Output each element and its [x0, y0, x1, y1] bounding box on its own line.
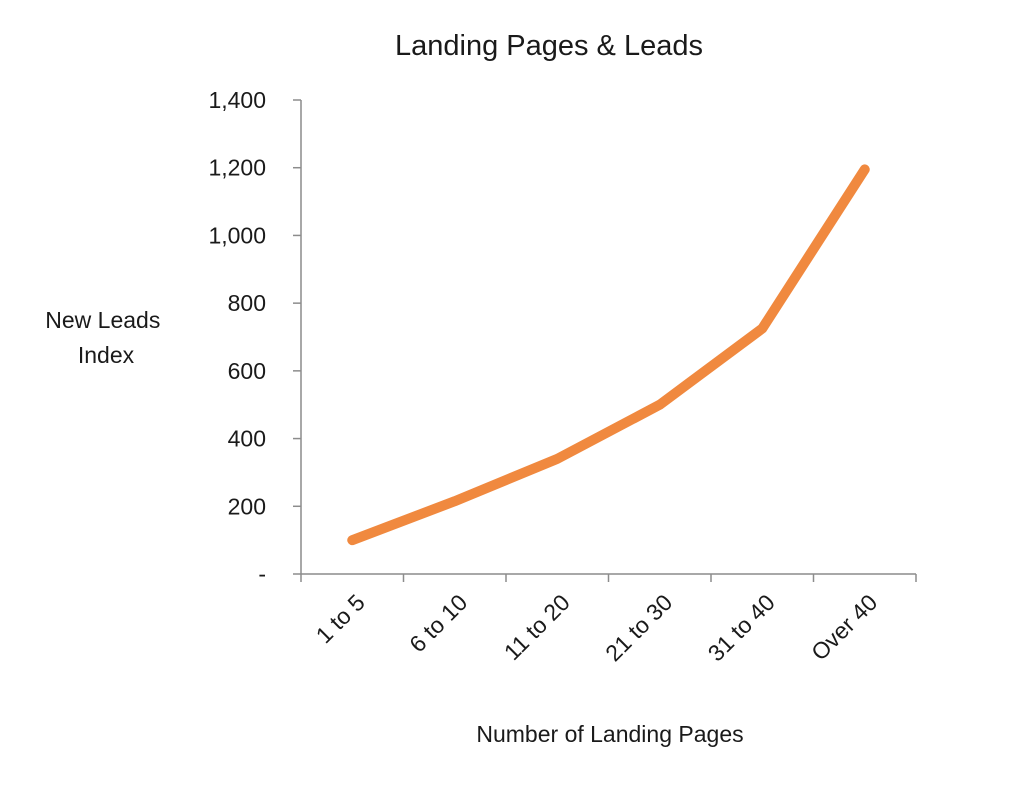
y-tick-label: 1,200 — [208, 155, 266, 181]
series-layer — [352, 169, 865, 540]
y-tick-label: 200 — [228, 493, 266, 519]
y-axis-label-line-1: New Leads — [45, 307, 160, 333]
y-axis-label: New Leads Index — [45, 307, 166, 368]
y-tick-label: - — [258, 561, 266, 587]
y-axis-label-line-2: Index — [78, 342, 135, 368]
x-tick-label: 1 to 5 — [311, 589, 370, 648]
y-tick-label: 800 — [228, 290, 266, 316]
x-tick-label: 31 to 40 — [703, 589, 780, 666]
x-tick-label: Over 40 — [806, 589, 882, 665]
x-tick-label: 21 to 30 — [600, 589, 677, 666]
x-axis-ticks: 1 to 5 6 to 10 11 to 20 21 to 30 31 to 40 Ove… — [301, 574, 916, 666]
y-tick-label: 1,400 — [208, 87, 266, 113]
y-tick-label: 600 — [228, 358, 266, 384]
axes — [301, 100, 916, 574]
series-line — [352, 169, 865, 540]
x-axis-label: Number of Landing Pages — [476, 721, 743, 747]
x-tick-label: 6 to 10 — [404, 589, 472, 657]
chart-title: Landing Pages & Leads — [395, 30, 703, 62]
y-tick-label: 400 — [228, 426, 266, 452]
x-tick-label: 11 to 20 — [499, 589, 575, 665]
y-axis-ticks: - 200 400 600 800 1,000 1,200 1,400 — [208, 87, 301, 587]
y-tick-label: 1,000 — [208, 222, 266, 248]
